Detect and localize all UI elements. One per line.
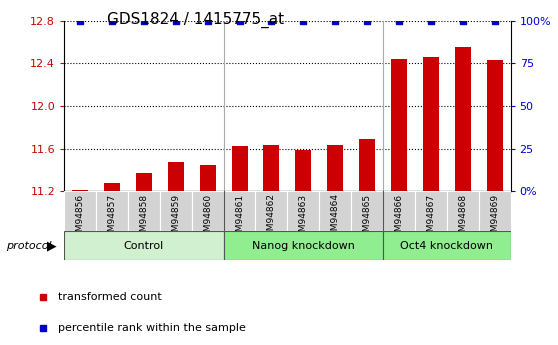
Bar [136, 173, 152, 191]
Bar [319, 191, 351, 231]
Text: GSM94865: GSM94865 [363, 194, 372, 243]
Text: GSM94858: GSM94858 [140, 194, 148, 243]
Text: transformed count: transformed count [58, 292, 162, 302]
Text: Control: Control [124, 241, 164, 251]
Bar [256, 191, 287, 231]
Bar [295, 150, 311, 191]
Bar [160, 191, 192, 231]
Text: protocol: protocol [6, 241, 51, 250]
Bar [359, 139, 375, 191]
Text: GSM94868: GSM94868 [458, 194, 467, 243]
Text: ▶: ▶ [47, 239, 57, 252]
Text: Nanog knockdown: Nanog knockdown [252, 241, 355, 251]
Text: GSM94863: GSM94863 [299, 194, 308, 243]
Text: percentile rank within the sample: percentile rank within the sample [58, 323, 246, 333]
Bar [263, 145, 280, 191]
Bar [64, 191, 96, 231]
Bar [104, 183, 120, 191]
Bar [327, 145, 343, 191]
Text: GSM94866: GSM94866 [395, 194, 403, 243]
Bar [391, 59, 407, 191]
Bar [224, 231, 383, 260]
Bar [128, 191, 160, 231]
Bar [192, 191, 224, 231]
Text: GSM94856: GSM94856 [76, 194, 85, 243]
Bar [415, 191, 447, 231]
Bar [64, 231, 224, 260]
Text: GSM94857: GSM94857 [108, 194, 117, 243]
Bar [224, 191, 256, 231]
Bar [447, 191, 479, 231]
Bar [423, 57, 439, 191]
Bar [487, 60, 503, 191]
Bar [351, 191, 383, 231]
Bar [168, 161, 184, 191]
Bar [287, 191, 319, 231]
Bar [200, 165, 215, 191]
Bar [479, 191, 511, 231]
Text: GSM94864: GSM94864 [331, 194, 340, 243]
Text: GSM94861: GSM94861 [235, 194, 244, 243]
Bar [383, 231, 511, 260]
Text: GSM94862: GSM94862 [267, 194, 276, 243]
Text: GSM94860: GSM94860 [203, 194, 212, 243]
Bar [455, 47, 471, 191]
Text: GSM94867: GSM94867 [426, 194, 435, 243]
Bar [72, 190, 88, 191]
Text: GDS1824 / 1415775_at: GDS1824 / 1415775_at [107, 12, 284, 28]
Bar [96, 191, 128, 231]
Bar [232, 146, 248, 191]
Bar [383, 191, 415, 231]
Text: GSM94869: GSM94869 [490, 194, 499, 243]
Text: Oct4 knockdown: Oct4 knockdown [400, 241, 493, 251]
Text: GSM94859: GSM94859 [171, 194, 180, 243]
